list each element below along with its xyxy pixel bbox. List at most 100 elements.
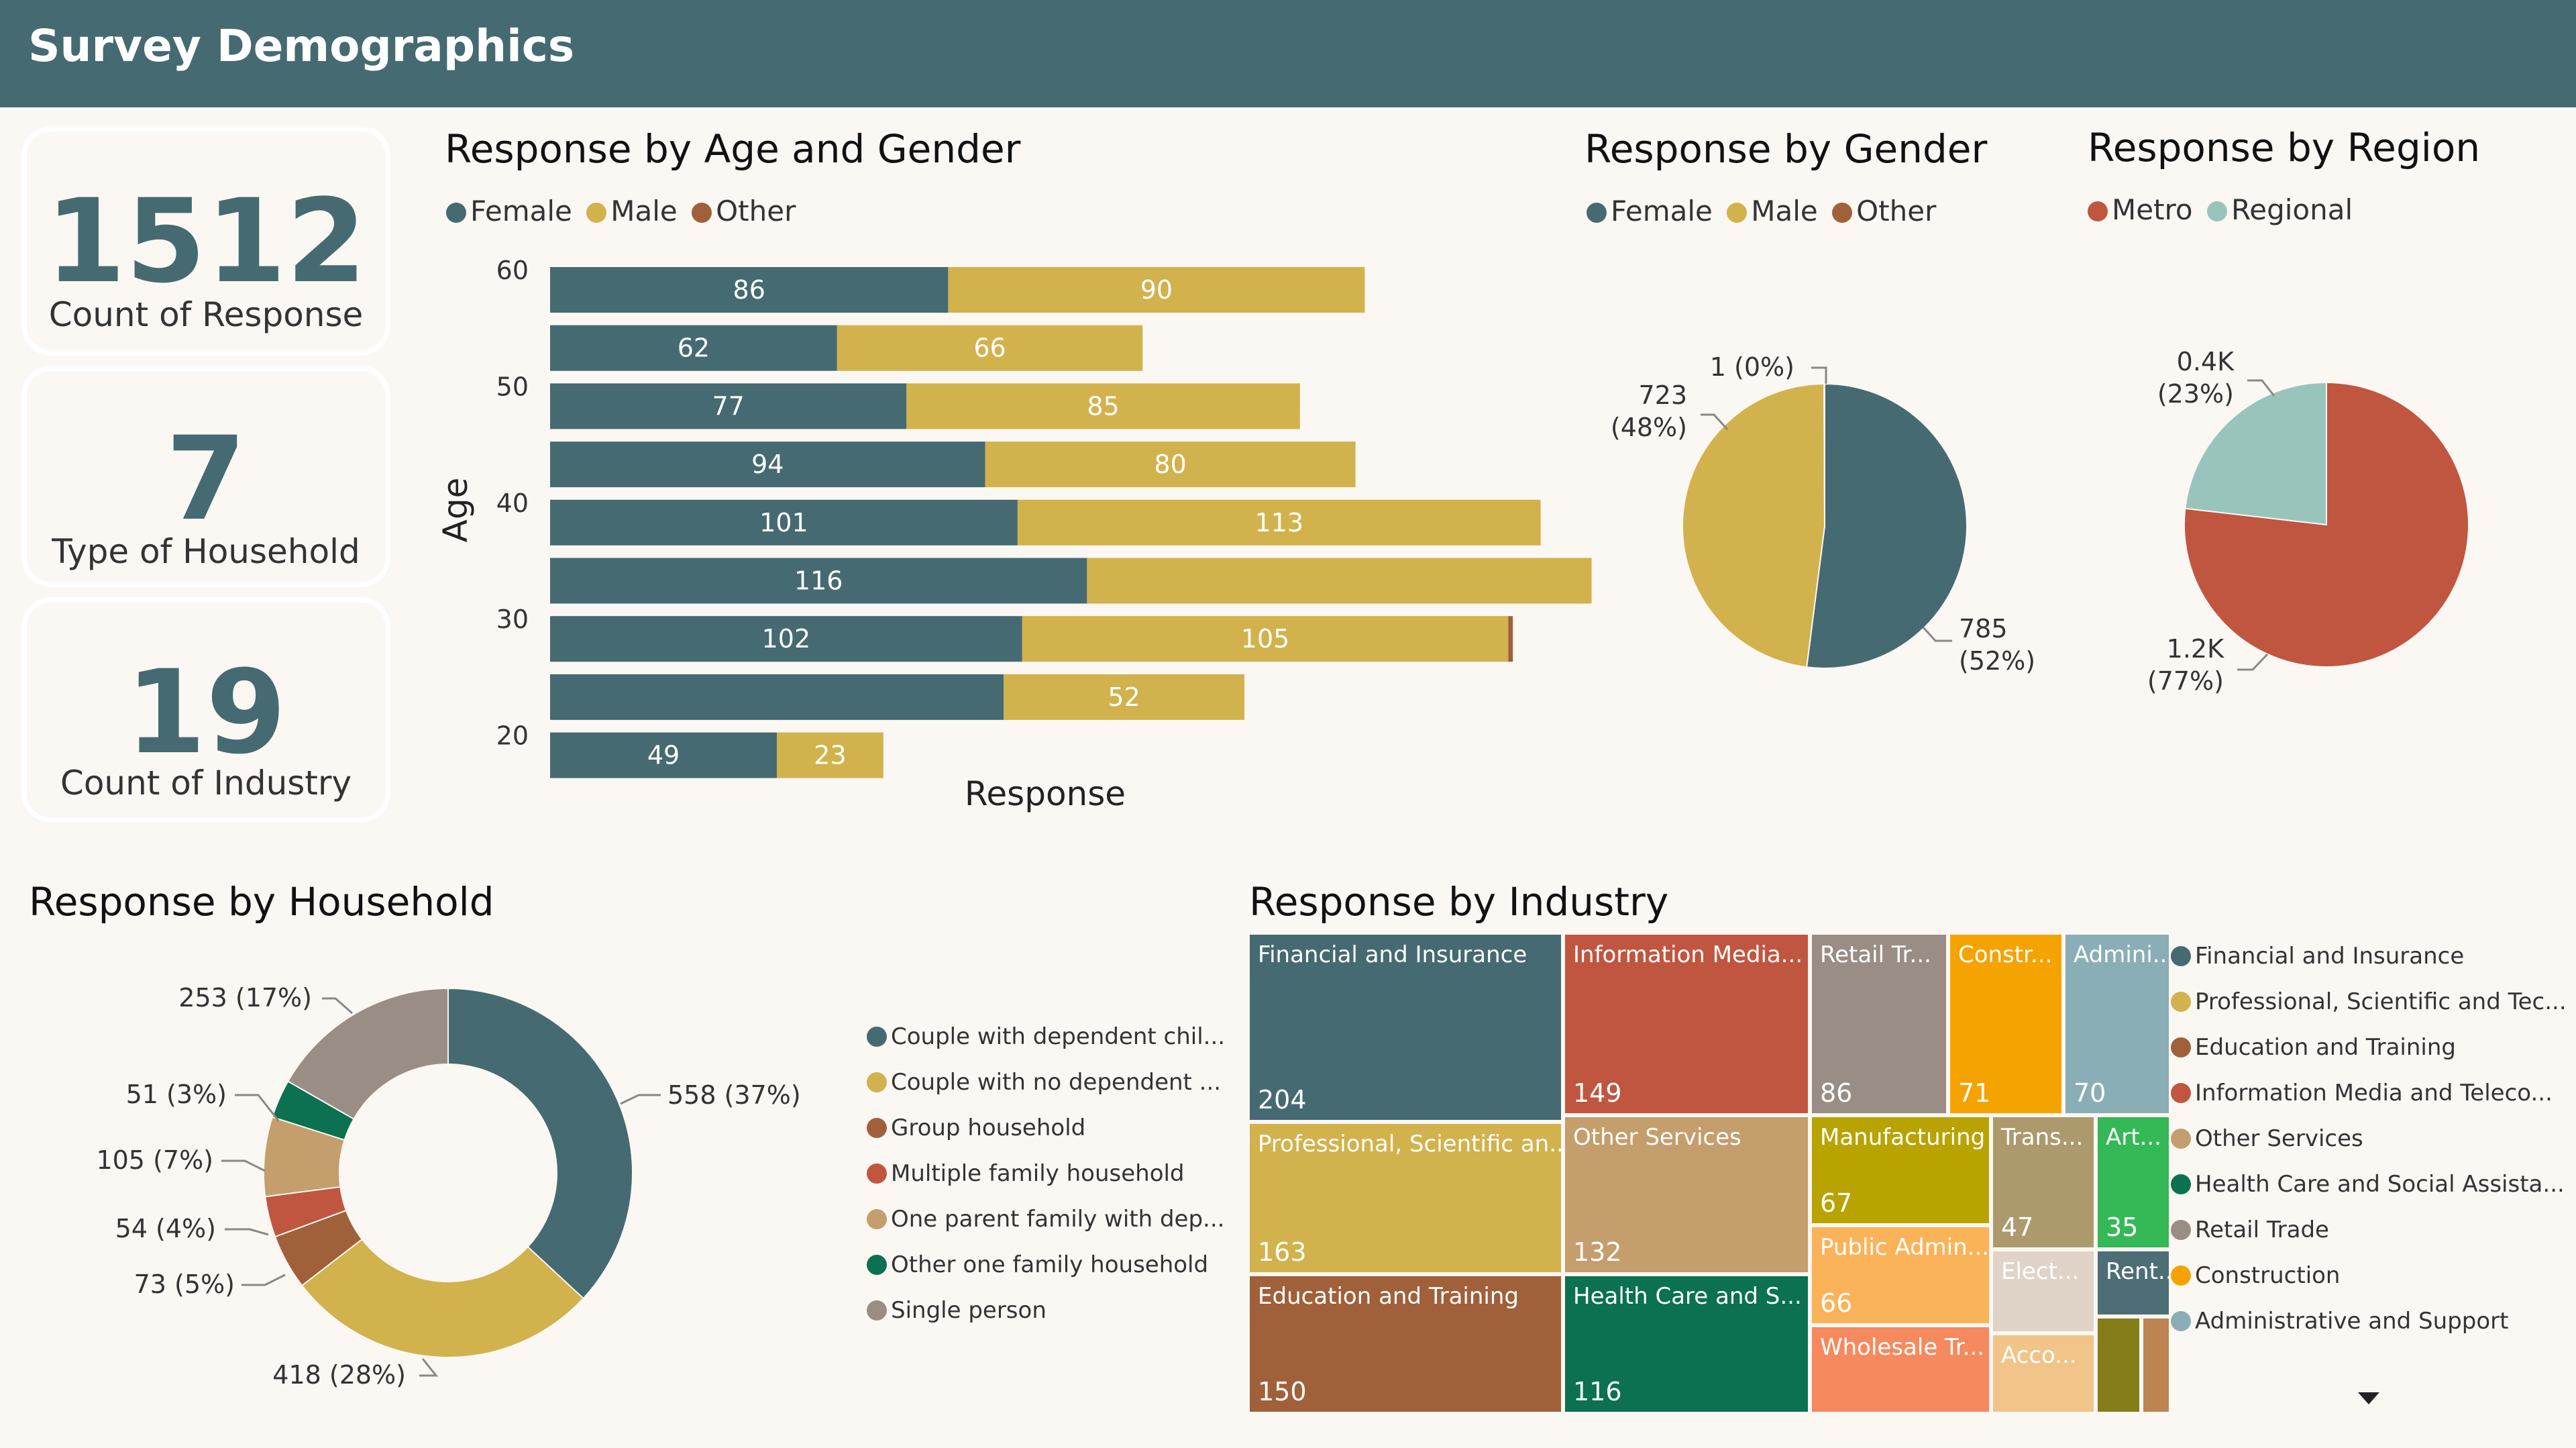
legend-item-female[interactable]: Female xyxy=(1587,195,1713,227)
bar-female-age-30[interactable] xyxy=(550,616,1022,662)
kpi-card-count-of-industry[interactable]: 19 Count of Industry xyxy=(21,597,390,823)
treemap-cell[interactable]: Public Admin... 66 xyxy=(1810,1225,1991,1325)
treemap-cell-value: 204 xyxy=(1258,1085,1307,1115)
bar-female-age-40[interactable] xyxy=(550,499,1018,546)
treemap-cell[interactable]: Financial and Insurance 204 xyxy=(1248,933,1563,1122)
treemap-cell[interactable] xyxy=(2096,1316,2141,1414)
legend-item[interactable]: Information Media and Teleco... xyxy=(2171,1080,2553,1106)
treemap-cell[interactable]: Elect... xyxy=(1991,1249,2096,1333)
bar-female-age-50[interactable] xyxy=(550,383,907,429)
treemap-cell-value: 70 xyxy=(2074,1078,2106,1108)
region-chart-title: Response by Region xyxy=(2088,125,2481,170)
treemap-cell-label: Public Admin... xyxy=(1820,1234,1990,1261)
household-donut-chart[interactable]: 558 (37%) 418 (28%) 73 (5%) 54 (4%) 105 (7%)… xyxy=(0,939,845,1423)
region-pie-chart[interactable]: 1.2K(77%) 0.4K (23%) xyxy=(2086,289,2569,758)
treemap-cell[interactable]: Admini... 70 xyxy=(2063,933,2171,1115)
bar-male-age-35[interactable] xyxy=(1087,558,1592,604)
legend-item[interactable]: Education and Training xyxy=(2171,1034,2456,1061)
slice-other[interactable] xyxy=(1823,382,1825,527)
legend-scroll-down-icon[interactable] xyxy=(2358,1392,2379,1404)
leader-line xyxy=(419,1358,439,1377)
legend-item-male[interactable]: Male xyxy=(586,195,678,227)
legend-item[interactable]: Single person xyxy=(867,1297,1046,1324)
treemap-cell[interactable]: Wholesale Tr... xyxy=(1810,1325,1991,1414)
legend-item[interactable]: Couple with no dependent ... xyxy=(867,1069,1221,1096)
slice-couple-no-dependent[interactable] xyxy=(301,1238,585,1358)
slice-couple-dependent[interactable] xyxy=(447,987,633,1300)
y-tick-label: 20 xyxy=(496,721,529,751)
legend-item[interactable]: Other one family household xyxy=(867,1251,1208,1278)
kpi-card-count-of-response[interactable]: 1512 Count of Response xyxy=(21,126,390,356)
legend-label: Retail Trade xyxy=(2195,1217,2329,1243)
bar-female-age-25[interactable] xyxy=(550,674,1004,720)
bar-male-age-30[interactable] xyxy=(1022,616,1509,662)
legend-item[interactable]: Group household xyxy=(867,1115,1085,1141)
treemap-cell[interactable]: Manufacturing 67 xyxy=(1810,1115,1991,1225)
bar-male-age-45[interactable] xyxy=(985,442,1356,488)
bar-male-age-60[interactable] xyxy=(948,267,1365,313)
legend-item-other[interactable]: Other xyxy=(692,195,796,227)
bar-data-label: 66 xyxy=(973,333,1006,363)
bar-male-age-20[interactable] xyxy=(777,732,883,778)
treemap-cell[interactable]: Trans... 47 xyxy=(1991,1115,2096,1249)
legend-item[interactable]: Professional, Scientific and Tec... xyxy=(2171,988,2567,1015)
bar-male-age-40[interactable] xyxy=(1017,499,1541,546)
gender-pie-chart[interactable]: 785 (52%) 723 (48%) 1 (0%) xyxy=(1583,289,2053,758)
industry-treemap[interactable]: Financial and Insurance 204 Professional, … xyxy=(1248,933,2171,1414)
legend-item[interactable]: Couple with dependent chil... xyxy=(867,1023,1225,1050)
bar-female-age-20[interactable] xyxy=(550,732,777,778)
legend-label: Couple with dependent chil... xyxy=(891,1023,1226,1050)
slice-regional[interactable] xyxy=(2184,381,2327,526)
slice-metro[interactable] xyxy=(2184,381,2469,668)
legend-item-metro[interactable]: Metro xyxy=(2088,193,2193,226)
treemap-cell-value: 86 xyxy=(1820,1078,1853,1108)
bar-other-age-30[interactable] xyxy=(1508,616,1513,662)
treemap-cell[interactable]: Acco... xyxy=(1991,1333,2096,1414)
treemap-cell[interactable]: Information Media... 149 xyxy=(1563,933,1810,1115)
treemap-cell[interactable]: Retail Tr... 86 xyxy=(1810,933,1948,1115)
bar-female-age-55[interactable] xyxy=(550,325,837,371)
treemap-cell-label: Other Services xyxy=(1573,1124,1741,1151)
legend-item[interactable]: Construction xyxy=(2171,1262,2340,1289)
legend-item[interactable]: Multiple family household xyxy=(867,1160,1185,1187)
legend-item[interactable]: Financial and Insurance xyxy=(2171,943,2464,970)
legend-item[interactable]: One parent family with dep... xyxy=(867,1206,1224,1233)
bar-female-age-60[interactable] xyxy=(550,267,949,313)
age-gender-bar-chart[interactable]: Age Response 60 50 40 30 20 86 90 62 66 77 85 94 80… xyxy=(429,121,1592,832)
kpi-label: Type of Household xyxy=(52,532,360,571)
legend-item[interactable]: Other Services xyxy=(2171,1125,2363,1152)
bar-male-age-25[interactable] xyxy=(1004,674,1244,720)
leader-line xyxy=(2247,379,2275,397)
slice-data-label: 785 xyxy=(1959,614,2008,643)
bar-male-age-50[interactable] xyxy=(906,383,1300,429)
legend-item-male[interactable]: Male xyxy=(1727,195,1818,227)
legend-item[interactable]: Health Care and Social Assista... xyxy=(2171,1171,2565,1198)
legend-item-female[interactable]: Female xyxy=(446,195,572,227)
treemap-cell[interactable]: Constr... 71 xyxy=(1948,933,2063,1115)
bar-data-label: 90 xyxy=(1140,275,1173,305)
bar-female-age-45[interactable] xyxy=(550,442,985,488)
bar-female-age-35[interactable] xyxy=(550,558,1087,604)
treemap-cell[interactable]: Education and Training 150 xyxy=(1248,1274,1563,1414)
legend-item[interactable]: Administrative and Support xyxy=(2171,1308,2508,1335)
bar-male-age-55[interactable] xyxy=(837,325,1143,371)
treemap-cell-value: 35 xyxy=(2106,1212,2139,1242)
legend-label: Couple with no dependent ... xyxy=(891,1069,1222,1096)
slice-female[interactable] xyxy=(1806,382,1968,669)
treemap-cell[interactable]: Professional, Scientific an... 163 xyxy=(1248,1122,1563,1274)
leader-line xyxy=(1701,413,1729,431)
treemap-cell[interactable]: Health Care and S... 116 xyxy=(1563,1274,1810,1414)
treemap-cell[interactable] xyxy=(2141,1316,2171,1414)
kpi-card-type-of-household[interactable]: 7 Type of Household xyxy=(21,366,390,587)
bar-data-label: 85 xyxy=(1087,391,1119,421)
leader-line xyxy=(322,997,353,1015)
legend-item-regional[interactable]: Regional xyxy=(2206,193,2353,226)
treemap-cell[interactable]: Rent... xyxy=(2096,1249,2171,1316)
treemap-cell[interactable]: Other Services 132 xyxy=(1563,1115,1810,1274)
legend-item[interactable]: Retail Trade xyxy=(2171,1217,2329,1243)
leader-line xyxy=(1922,626,1952,642)
legend-item-other[interactable]: Other xyxy=(1832,195,1936,227)
slice-single-person[interactable] xyxy=(286,987,449,1120)
treemap-cell[interactable]: Art... 35 xyxy=(2096,1115,2171,1249)
slice-male[interactable] xyxy=(1682,382,1826,668)
